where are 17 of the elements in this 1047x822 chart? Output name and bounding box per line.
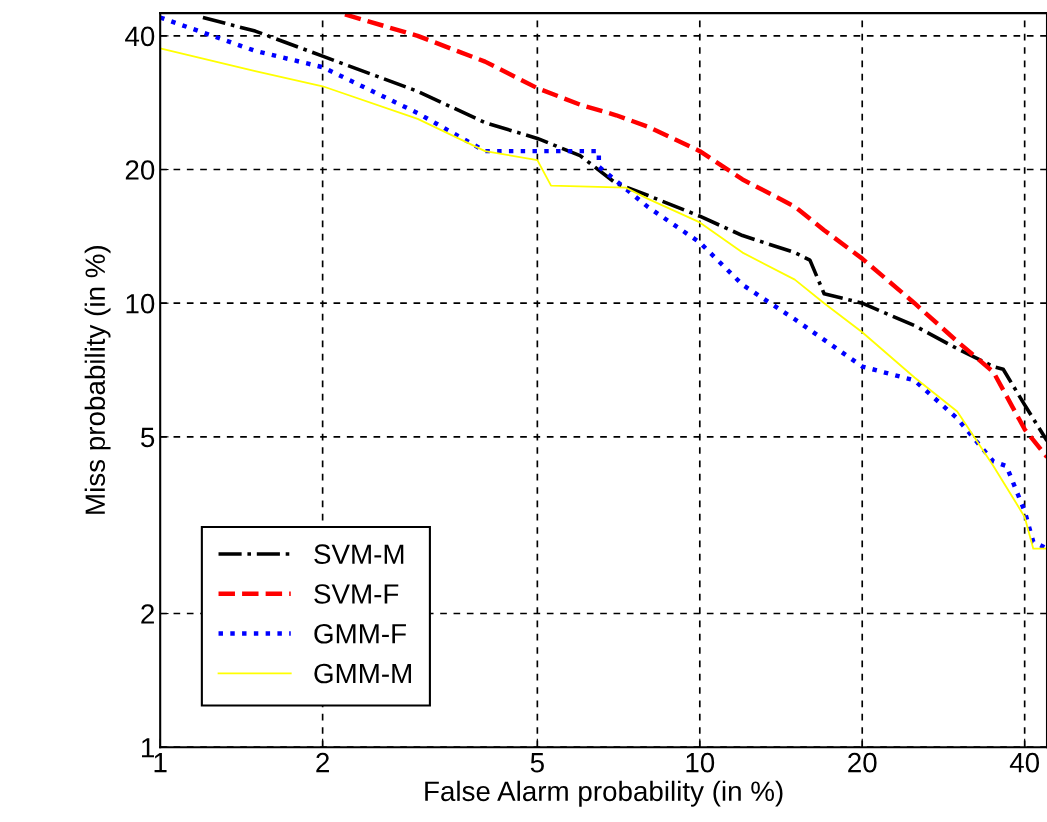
legend-label: SVM-M — [314, 544, 404, 565]
y-tick-label: 10 — [126, 293, 155, 314]
x-tick-label: 2 — [316, 752, 329, 773]
y-tick-label: 20 — [125, 160, 155, 180]
x-tick-label: 40 — [1009, 752, 1040, 773]
legend-label: GMM-M — [314, 663, 411, 684]
y-tick-label: 40 — [125, 26, 155, 47]
legend-label: GMM-F — [314, 623, 406, 644]
y-tick-label: 5 — [140, 427, 155, 448]
y-axis-title: Miss probability (in %) — [84, 246, 111, 514]
x-tick-label: 5 — [530, 753, 544, 773]
x-tick-label: 10 — [686, 752, 715, 773]
y-tick-label: 1 — [142, 738, 154, 758]
legend-label: SVM-F — [314, 584, 399, 604]
x-axis-title: False Alarm probability (in %) — [425, 780, 783, 807]
x-tick-label: 20 — [848, 752, 877, 773]
y-tick-label: 2 — [141, 604, 154, 624]
